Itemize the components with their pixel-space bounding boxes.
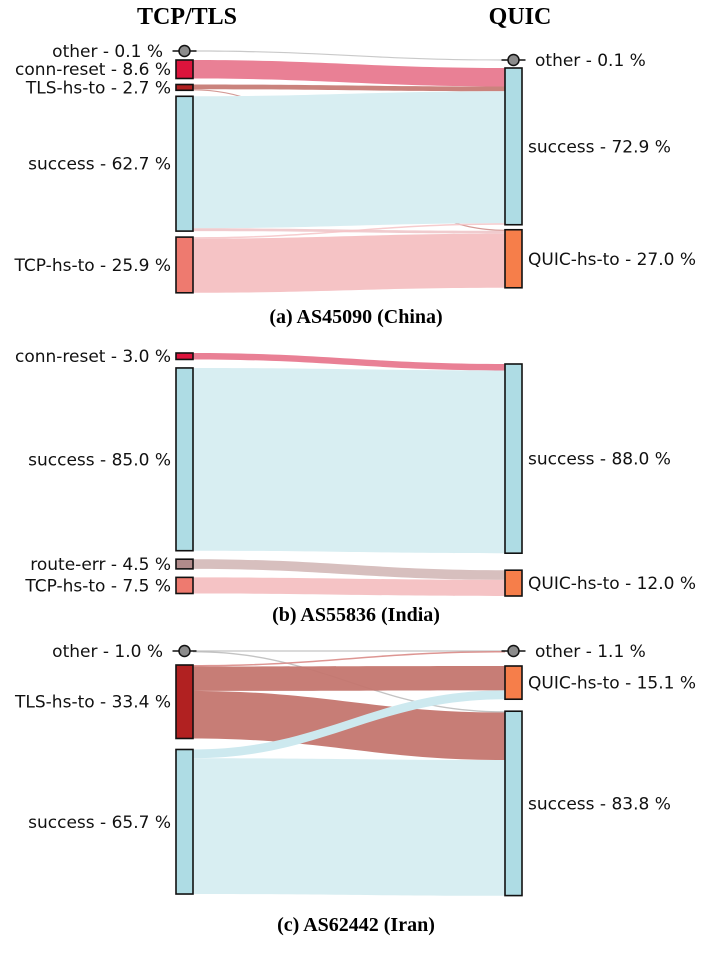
caption-panel-c: (c) AS62442 (Iran) bbox=[277, 914, 435, 936]
node-conn-reset-left bbox=[175, 352, 194, 361]
flow-TLS-hs-to-to-success bbox=[193, 84, 505, 92]
node-label-other-right: other - 1.1 % bbox=[535, 644, 646, 662]
column-titles: TCP/TLS QUIC bbox=[0, 0, 712, 40]
node-label-TCP-hs-to-left: TCP-hs-to - 25.9 % bbox=[14, 256, 171, 276]
labels-layer: other - 0.1 %conn-reset - 8.6 %TLS-hs-to… bbox=[14, 42, 696, 276]
node-label-TLS-hs-to-left: TLS-hs-to - 2.7 % bbox=[25, 78, 171, 98]
node-QUIC-hs-to-right bbox=[504, 569, 523, 597]
node-label-TLS-hs-to-left: TLS-hs-to - 33.4 % bbox=[14, 693, 171, 713]
node-QUIC-hs-to-right bbox=[504, 665, 523, 701]
nodes-layer bbox=[172, 44, 526, 294]
node-label-success-right: success - 83.8 % bbox=[528, 794, 671, 814]
flow-TLS-hs-to-to-QUIC-hs-to bbox=[193, 666, 505, 691]
node-route-err-left bbox=[175, 558, 194, 570]
node-TLS-hs-to-left bbox=[175, 83, 194, 92]
node-label-conn-reset-left: conn-reset - 8.6 % bbox=[15, 60, 171, 80]
node-conn-reset-left bbox=[175, 59, 194, 80]
flow-TLS-hs-to-to-other bbox=[193, 650, 505, 667]
node-label-QUIC-hs-to-right: QUIC-hs-to - 15.1 % bbox=[528, 674, 696, 694]
flow-success-to-success bbox=[193, 91, 505, 229]
flows-layer bbox=[193, 650, 505, 896]
left-column-title: TCP/TLS bbox=[136, 4, 238, 30]
node-other-right bbox=[507, 53, 520, 67]
node-success-right bbox=[504, 710, 523, 897]
node-label-QUIC-hs-to-right: QUIC-hs-to - 27.0 % bbox=[528, 250, 696, 270]
flow-success-to-success bbox=[193, 367, 505, 554]
sankey-panel-b: conn-reset - 3.0 % success - 85.0 % route-… bbox=[15, 347, 696, 597]
node-label-success-left: success - 62.7 % bbox=[28, 155, 171, 175]
flow-other-to-other bbox=[193, 50, 505, 61]
node-other-right bbox=[507, 644, 520, 658]
node-success-right bbox=[504, 67, 523, 226]
node-other-left bbox=[178, 644, 191, 658]
node-label-success-right: success - 88.0 % bbox=[528, 450, 671, 470]
node-success-left bbox=[175, 748, 194, 895]
node-label-success-left: success - 85.0 % bbox=[28, 450, 171, 470]
sankey-panel-c: other - 1.0 % TLS-hs-to - 33.4 % success -… bbox=[14, 644, 696, 897]
flow-success-to-success bbox=[193, 758, 505, 896]
flow-route-err-to-QUIC-hs-to bbox=[193, 559, 505, 580]
right-column-title: QUIC bbox=[488, 4, 552, 30]
nodes-layer bbox=[172, 644, 526, 897]
sankey-panel-a: other - 0.1 %conn-reset - 8.6 %TLS-hs-to… bbox=[14, 42, 696, 294]
node-TCP-hs-to-left bbox=[175, 236, 194, 294]
labels-layer: conn-reset - 3.0 % success - 85.0 % route-… bbox=[15, 347, 696, 596]
flow-TCP-hs-to-to-QUIC-hs-to bbox=[193, 233, 505, 293]
node-label-success-left: success - 65.7 % bbox=[28, 813, 171, 833]
node-label-TCP-hs-to-left: TCP-hs-to - 7.5 % bbox=[24, 576, 171, 596]
node-label-other-left: other - 0.1 % bbox=[52, 42, 163, 62]
node-TCP-hs-to-left bbox=[175, 576, 194, 595]
flow-TCP-hs-to-to-success bbox=[193, 223, 505, 239]
flow-conn-reset-to-success bbox=[193, 353, 505, 371]
nodes-layer bbox=[175, 352, 523, 597]
flow-success-to-QUIC-hs-to bbox=[193, 690, 505, 759]
labels-layer: other - 1.0 % TLS-hs-to - 33.4 % success -… bbox=[14, 644, 696, 833]
node-label-QUIC-hs-to-right: QUIC-hs-to - 12.0 % bbox=[528, 574, 696, 594]
node-other-left bbox=[178, 44, 191, 58]
caption-panel-a: (a) AS45090 (China) bbox=[269, 306, 443, 328]
node-label-conn-reset-left: conn-reset - 3.0 % bbox=[15, 347, 171, 367]
node-success-right bbox=[504, 363, 523, 554]
node-label-other-right: other - 0.1 % bbox=[535, 51, 646, 71]
node-label-route-err-left: route-err - 4.5 % bbox=[30, 555, 171, 575]
flow-other-to-other bbox=[193, 650, 505, 652]
caption-panel-b: (b) AS55836 (India) bbox=[272, 604, 440, 626]
node-QUIC-hs-to-right bbox=[504, 228, 523, 289]
node-TLS-hs-to-left bbox=[175, 664, 194, 740]
node-label-success-right: success - 72.9 % bbox=[528, 137, 671, 157]
flow-conn-reset-to-success bbox=[193, 60, 505, 87]
flows-layer bbox=[193, 50, 505, 293]
flows-layer bbox=[193, 353, 505, 596]
node-success-left bbox=[175, 95, 194, 232]
node-success-left bbox=[175, 367, 194, 552]
flow-TCP-hs-to-to-QUIC-hs-to bbox=[193, 577, 505, 596]
node-label-other-left: other - 1.0 % bbox=[52, 644, 163, 662]
